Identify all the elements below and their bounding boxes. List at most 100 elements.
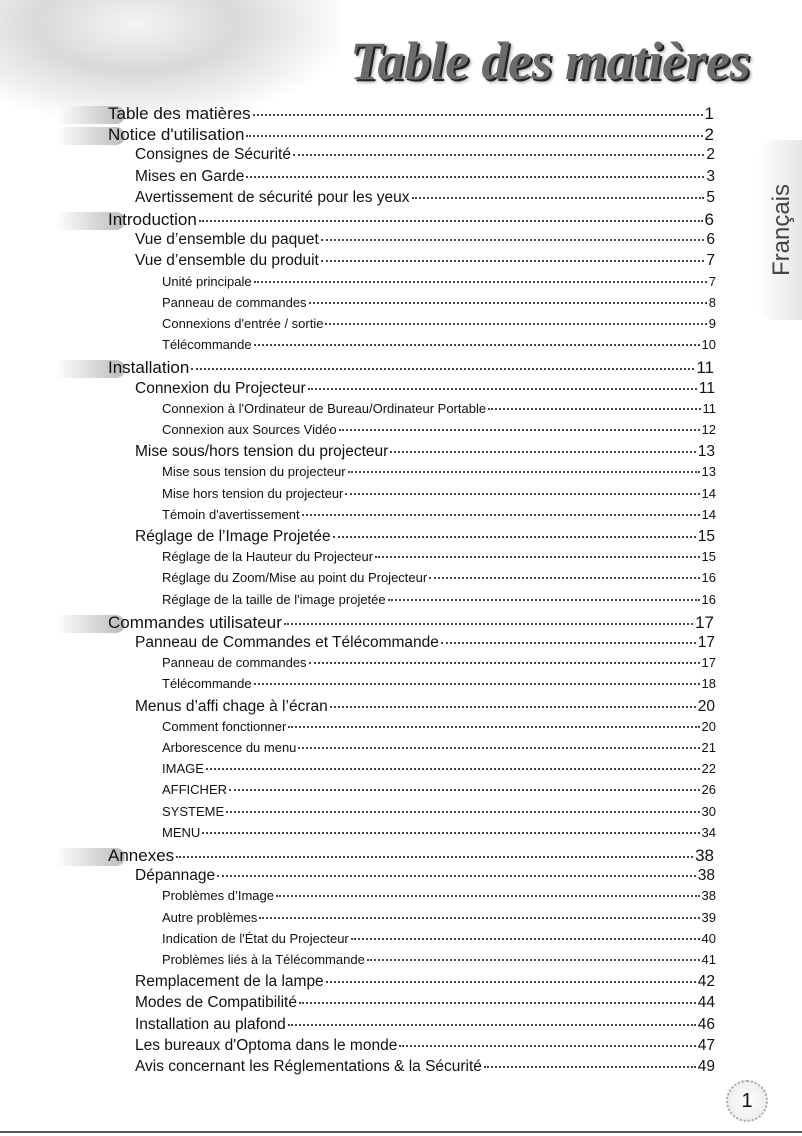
dot-leader: [253, 344, 700, 347]
entry-page: 15: [697, 528, 715, 545]
header-decoration: [0, 0, 340, 120]
dot-leader: [246, 175, 705, 178]
dot-leader: [325, 981, 696, 984]
toc-entry: Panneau de commandes 8: [162, 295, 716, 310]
entry-page: 2: [706, 146, 715, 164]
toc-entry: Réglage de la Hauteur du Projecteur 15: [162, 549, 716, 564]
dot-leader: [276, 895, 700, 898]
entry-title: Mise sous tension du projecteur: [162, 464, 346, 480]
toc-entry: Télécommande 10: [162, 337, 716, 352]
entry-title: Réglage de l’Image Projetée: [135, 528, 331, 545]
toc-entry: Connexion à l'Ordinateur de Bureau/Ordin…: [162, 401, 716, 416]
section-marker: [55, 127, 125, 146]
dot-leader: [259, 916, 700, 919]
toc-entry: Témoin d'avertissement 14: [162, 507, 716, 522]
dot-leader: [229, 789, 700, 792]
toc-entry: Unité principale 7: [162, 274, 716, 289]
entry-title: Connexion aux Sources Vidéo: [162, 422, 337, 437]
entry-title: Menus d’affi chage à l’écran: [135, 697, 328, 715]
entry-title: Unité principale: [162, 273, 252, 289]
toc-entry: Mise hors tension du projecteur 14: [162, 486, 716, 501]
dot-leader: [411, 196, 705, 199]
entry-title: Table des matières: [108, 104, 251, 123]
section-marker: [55, 106, 125, 124]
toc-entry: Annexes 38: [108, 846, 714, 866]
entry-title: Mises en Garde: [135, 167, 245, 185]
entry-page: 1: [704, 104, 714, 123]
entry-title: Dépannage: [135, 867, 216, 885]
entry-page: 17: [697, 634, 715, 651]
dot-leader: [366, 959, 700, 961]
dot-leader: [320, 239, 705, 242]
entry-page: 7: [708, 273, 716, 289]
dot-leader: [217, 875, 696, 878]
toc-entry: SYSTEME 30: [162, 804, 716, 819]
toc-entry: Indication de l'État du Projecteur 40: [162, 931, 716, 946]
toc-entry: Comment fonctionner 20: [162, 719, 716, 734]
toc-entry: Réglage de la taille de l'image projetée…: [162, 592, 716, 607]
entry-title: Témoin d'avertissement: [162, 506, 300, 522]
dot-leader: [325, 323, 707, 325]
entry-title: Télécommande: [162, 337, 252, 353]
toc-entry: Réglage du Zoom/Mise au point du Project…: [162, 570, 716, 585]
entry-title: Autre problèmes: [162, 909, 258, 925]
entry-page: 47: [697, 1036, 715, 1054]
entry-page: 20: [697, 697, 715, 715]
entry-title: Réglage de la taille de l'image projetée: [162, 591, 386, 607]
entry-page: 38: [695, 846, 714, 865]
toc-entry: Arborescence du menu 21: [162, 740, 716, 755]
entry-title: Installation: [108, 358, 190, 378]
toc-entry: AFFICHER 26: [162, 782, 716, 797]
toc-entry: MENU 34: [162, 825, 716, 840]
dot-leader: [350, 937, 700, 940]
section-marker: [55, 848, 125, 866]
entry-page: 12: [701, 422, 716, 437]
entry-page: 46: [697, 1015, 715, 1033]
entry-page: 16: [701, 591, 716, 607]
entry-page: 3: [706, 167, 715, 185]
entry-page: 15: [701, 549, 716, 565]
dot-leader: [399, 1044, 696, 1047]
entry-title: Avis concernant les Réglementations & la…: [135, 1058, 482, 1075]
entry-title: Comment fonctionner: [162, 718, 287, 734]
toc-entry: Problèmes d’Image 38: [162, 888, 716, 903]
entry-title: Connexions d'entrée / sortie: [162, 316, 324, 331]
toc-entry: Problèmes liés à la Télécommande 41: [162, 952, 716, 967]
toc-entry: Introduction 6: [108, 210, 714, 230]
toc-entry: Installation 11: [108, 358, 714, 378]
toc-entry: Mise sous tension du projecteur 13: [162, 464, 716, 479]
toc-entry: Connexions d'entrée / sortie 9: [162, 316, 716, 331]
entry-title: Les bureaux d'Optoma dans le monde: [135, 1036, 398, 1054]
section-marker: [55, 360, 125, 379]
dot-leader: [253, 280, 707, 283]
toc-entry: Vue d’ensemble du paquet 6: [135, 231, 715, 249]
entry-title: Connexion à l'Ordinateur de Bureau/Ordin…: [162, 400, 487, 416]
entry-page: 34: [701, 824, 716, 840]
entry-page: 41: [701, 952, 716, 967]
dot-leader: [308, 662, 700, 665]
entry-title: Panneau de commandes: [162, 655, 307, 671]
entry-title: Télécommande: [162, 676, 252, 692]
toc-entry: Vue d’ensemble du produit 7: [135, 252, 715, 270]
dot-leader: [176, 856, 694, 858]
entry-title: Panneau de Commandes et Télécommande: [135, 634, 439, 651]
toc-entry: Télécommande 18: [162, 676, 716, 691]
dot-leader: [429, 577, 700, 580]
entry-title: Annexes: [108, 846, 175, 865]
language-tab: Français: [756, 140, 802, 320]
dot-leader: [390, 451, 696, 454]
dot-leader: [345, 492, 700, 495]
entry-page: 17: [695, 612, 714, 632]
dot-leader: [288, 725, 700, 728]
dot-leader: [440, 642, 696, 644]
toc-entry: Panneau de commandes 17: [162, 655, 716, 670]
entry-page: 9: [708, 316, 716, 331]
entry-title: Indication de l'État du Projecteur: [162, 930, 349, 946]
entry-title: Connexion du Projecteur: [135, 379, 306, 397]
entry-page: 22: [701, 761, 716, 777]
dot-leader: [198, 220, 703, 222]
entry-page: 18: [701, 676, 716, 692]
entry-title: Consignes de Sécurité: [135, 146, 291, 164]
entry-title: AFFICHER: [162, 782, 227, 798]
dot-leader: [253, 683, 700, 686]
